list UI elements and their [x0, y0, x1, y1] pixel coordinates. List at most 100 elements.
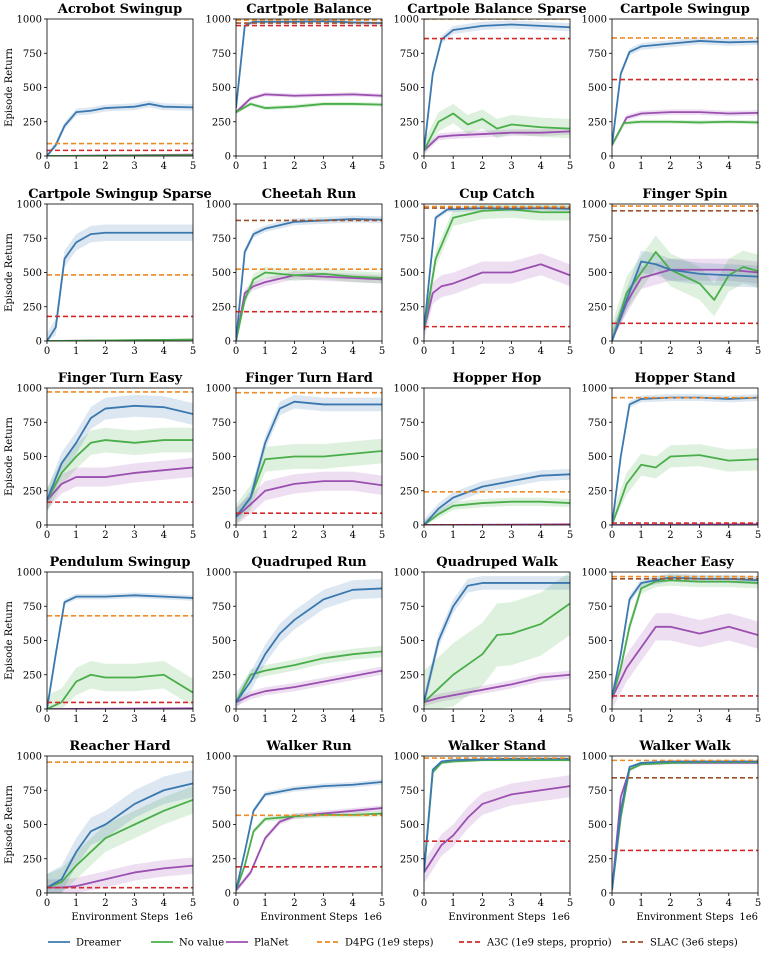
- x-tick-label: 1: [73, 530, 79, 541]
- y-tick-label: 750: [23, 49, 42, 60]
- y-tick-label: 250: [588, 117, 607, 128]
- x-tick-label: 4: [726, 346, 732, 357]
- x-tick-label: 2: [291, 530, 297, 541]
- plot-area: [424, 468, 570, 525]
- panel-title: Cartpole Balance: [246, 2, 372, 17]
- panel-title: Cartpole Swingup: [620, 2, 750, 17]
- y-tick-label: 1000: [17, 568, 42, 579]
- y-tick-label: 500: [588, 268, 607, 279]
- x-tick-label: 4: [538, 898, 544, 909]
- panel-hopper-stand: Hopper Stand 0 250 500 750 1000 0 1 2 3 4 5: [582, 371, 761, 541]
- y-tick-label: 1000: [17, 752, 42, 763]
- x-tick-label: 2: [102, 898, 108, 909]
- x-tick-label: 5: [755, 530, 761, 541]
- line-dreamer: [612, 40, 758, 146]
- y-tick-label: 500: [400, 820, 419, 831]
- y-tick-label: 750: [588, 49, 607, 60]
- x-tick-label: 2: [102, 346, 108, 357]
- y-tick-label: 1000: [394, 568, 419, 579]
- x-tick-label: 0: [421, 714, 427, 725]
- x-tick-label: 5: [379, 714, 385, 725]
- x-tick-label: 3: [320, 898, 326, 909]
- x-tick-label: 0: [233, 346, 239, 357]
- y-tick-label: 250: [400, 302, 419, 313]
- x-tick-label: 3: [508, 530, 514, 541]
- y-tick-label: 250: [588, 302, 607, 313]
- y-tick-label: 250: [400, 117, 419, 128]
- band-no-value: [612, 444, 758, 525]
- x-tick-label: 4: [350, 161, 356, 172]
- band-no-value: [236, 267, 382, 341]
- y-tick-label: 750: [212, 418, 231, 429]
- line-planet: [236, 669, 382, 703]
- x-tick-label: 2: [291, 898, 297, 909]
- panel-title: Cartpole Balance Sparse: [407, 2, 586, 17]
- y-tick-label: 1000: [582, 752, 607, 763]
- x-tick-label: 3: [508, 346, 514, 357]
- y-tick-label: 500: [400, 83, 419, 94]
- band-planet: [236, 805, 382, 893]
- y-tick-label: 750: [212, 602, 231, 613]
- band-no-value: [236, 101, 382, 115]
- x-tick-label: 4: [161, 346, 167, 357]
- line-no-value: [47, 673, 193, 709]
- panel-title: Pendulum Swingup: [50, 555, 191, 570]
- x-tick-label: 3: [320, 530, 326, 541]
- x-tick-label: 3: [508, 898, 514, 909]
- x-tick-label: 1: [73, 898, 79, 909]
- y-tick-label: 250: [23, 302, 42, 313]
- y-tick-label: 0: [225, 705, 231, 716]
- panel-reacher-easy: Reacher Easy 0 250 500 750 1000 0 1 2 3 4 5: [582, 555, 761, 725]
- y-tick-label: 1000: [582, 568, 607, 579]
- x-tick-label: 0: [233, 714, 239, 725]
- y-tick-label: 750: [400, 49, 419, 60]
- x-tick-label: 1: [73, 346, 79, 357]
- y-tick-label: 250: [23, 486, 42, 497]
- band-planet: [612, 761, 758, 892]
- x-tick-label: 1: [262, 346, 268, 357]
- x-tick-label: 2: [102, 161, 108, 172]
- panel-title: Finger Turn Hard: [245, 371, 373, 386]
- x-tick-label: 3: [131, 898, 137, 909]
- y-tick-label: 750: [212, 49, 231, 60]
- band-dreamer: [424, 205, 570, 333]
- y-tick-label: 500: [212, 268, 231, 279]
- plot-area: [236, 215, 382, 341]
- plot-area: [612, 394, 758, 525]
- y-tick-label: 1000: [206, 200, 231, 211]
- plot-area: [424, 757, 570, 884]
- y-tick-label: 1000: [582, 200, 607, 211]
- line-planet: [236, 274, 382, 341]
- x-tick-label: 1: [638, 346, 644, 357]
- line-no-value: [236, 271, 382, 341]
- line-planet: [424, 130, 570, 152]
- line-planet: [612, 761, 758, 891]
- line-dreamer: [424, 23, 570, 151]
- x-tick-label: 5: [567, 346, 573, 357]
- line-dreamer: [612, 760, 758, 891]
- x-tick-label: 4: [161, 714, 167, 725]
- x-tick-label: 2: [479, 530, 485, 541]
- x-tick-label: 4: [350, 346, 356, 357]
- line-dreamer: [424, 473, 570, 525]
- y-tick-label: 750: [400, 234, 419, 245]
- panel-acrobot-swingup: Acrobot Swingup 0 250 500 750 1000 0 1 2 3 4 5 Episo…: [4, 2, 196, 172]
- line-planet: [47, 864, 193, 889]
- line-dreamer: [47, 231, 193, 341]
- y-tick-label: 0: [225, 152, 231, 163]
- x-tick-label: 2: [102, 714, 108, 725]
- band-planet: [424, 253, 570, 341]
- x-tick-label: 4: [538, 714, 544, 725]
- line-dreamer: [424, 757, 570, 873]
- y-tick-label: 500: [588, 83, 607, 94]
- x-tick-label: 5: [567, 714, 573, 725]
- y-tick-label: 500: [212, 820, 231, 831]
- x-tick-label: 0: [609, 161, 615, 172]
- x-tick-label: 1: [638, 530, 644, 541]
- line-no-value: [424, 112, 570, 151]
- legend-label: A3C (1e9 steps, proprio): [486, 938, 612, 949]
- line-no-value: [612, 454, 758, 525]
- band-no-value: [236, 810, 382, 893]
- plot-area: [612, 759, 758, 892]
- line-no-value: [612, 579, 758, 699]
